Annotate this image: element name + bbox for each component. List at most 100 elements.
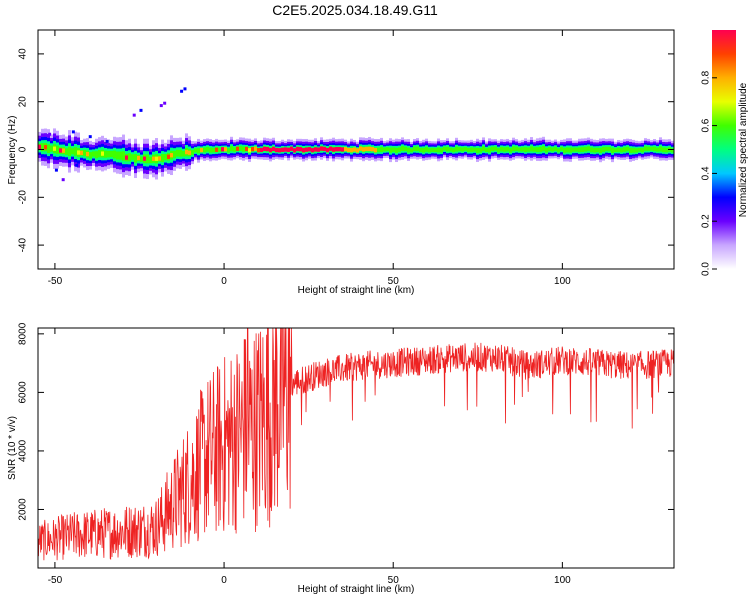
spectrogram-peak-cell (272, 146, 275, 152)
spectrogram-peak-cell (188, 150, 191, 155)
spectrogram-peak-cell (371, 147, 374, 152)
snr-y-ticks: 2000 4000 6000 8000 (18, 322, 674, 521)
spectrogram-cell (176, 149, 179, 157)
spectrogram-cell (197, 148, 200, 154)
spectrogram-cell (182, 150, 185, 157)
spectrogram-cell (83, 149, 86, 157)
spectrogram-cell (608, 146, 611, 152)
spectrogram-peak-cell (86, 151, 89, 157)
spectrogram-cell (623, 147, 626, 152)
spectrogram-cell (65, 148, 68, 155)
colorbar-gradient-bar (712, 30, 736, 269)
spectrogram-cell (470, 147, 473, 152)
spectrogram-cell (212, 147, 215, 153)
spectrogram-x-tick-label: -50 (48, 276, 63, 287)
spectrogram-cell (593, 147, 596, 153)
colorbar-tick-label: 0.6 (701, 118, 712, 132)
spectrogram-cell (611, 147, 614, 153)
spectrogram-y-tick-label: -20 (18, 190, 29, 205)
spectrogram-peak-cell (170, 153, 173, 158)
chart-title: C2E5.2025.034.18.49.G11 (272, 2, 438, 18)
spectrogram-cell (485, 148, 488, 152)
spectrogram-peak-cell (44, 145, 47, 150)
spectrogram-peak-cell (236, 146, 239, 151)
spectrogram-x-tick-label: 0 (221, 276, 227, 287)
snr-panel: -50 0 50 100 2000 4000 6000 8000 Height of str… (7, 322, 675, 595)
spectrogram-cell (482, 146, 485, 152)
spectrogram-cell (494, 146, 497, 151)
spectrogram-peak-cell (323, 146, 326, 152)
colorbar-tick-label: 0.2 (701, 214, 712, 228)
snr-x-axis-label: Height of straight line (km) (298, 584, 415, 595)
colorbar: 0.0 0.2 0.4 0.6 0.8 Normalized spectral ampl… (701, 30, 749, 276)
spectrogram-cell (419, 147, 422, 152)
spectrogram-cell (407, 147, 410, 153)
spectrogram-blip (159, 104, 163, 108)
spectrogram-cell (533, 147, 536, 152)
spectrogram-cell (218, 147, 221, 152)
spectrogram-cell (527, 147, 530, 152)
snr-x-tick-label: 0 (221, 575, 227, 586)
snr-x-tick-label: 50 (388, 575, 400, 586)
spectrogram-cell (596, 147, 599, 153)
spectrogram-cell (194, 148, 197, 153)
spectrogram-cell (431, 148, 434, 152)
spectrogram-blip (180, 89, 184, 93)
spectrogram-cell (638, 147, 641, 152)
spectrogram-blip (139, 108, 143, 112)
spectrogram-peak-cell (314, 147, 317, 152)
spectrogram-peak-cell (62, 148, 65, 153)
spectrogram-cell (233, 147, 236, 152)
spectrogram-cell (140, 156, 143, 162)
spectrogram-cell (653, 146, 656, 152)
colorbar-tick-label: 0.4 (701, 166, 712, 180)
spectrogram-peak-cell (347, 147, 350, 153)
spectrogram-cell (464, 147, 467, 151)
spectrogram-peak-cell (155, 156, 158, 161)
spectrogram-cell (95, 151, 98, 159)
spectrogram-cell (92, 151, 95, 157)
spectrogram-peak-cell (251, 147, 254, 152)
spectrogram-cell (476, 147, 479, 153)
spectrogram-blip (61, 178, 65, 182)
spectrogram-cell (437, 147, 440, 153)
spectrogram-cell (380, 146, 383, 153)
spectrogram-peak-cell (290, 146, 293, 151)
spectrogram-peak-cell (263, 146, 266, 151)
spectrogram-peak-cell (215, 147, 218, 152)
spectrogram-cell (473, 147, 476, 152)
spectrogram-cell (479, 148, 482, 153)
spectrogram-cell (659, 146, 662, 152)
spectrogram-peak-cell (185, 149, 188, 155)
spectrogram-peak-cell (302, 148, 305, 153)
snr-frame (37, 327, 675, 569)
spectrogram-peak-cell (305, 147, 308, 152)
spectrogram-peak-cell (329, 146, 332, 151)
spectrogram-cell (524, 147, 527, 153)
spectrogram-peak-cell (257, 148, 260, 153)
spectrogram-cell (386, 147, 389, 152)
spectrogram-cell (98, 150, 101, 158)
spectrogram-cell (536, 147, 539, 153)
spectrogram-cell (389, 147, 392, 153)
spectrogram-cell (497, 148, 500, 153)
spectrogram-cell (530, 146, 533, 152)
spectrogram-cell (542, 146, 545, 152)
spectrogram-peak-cell (299, 147, 302, 152)
snr-x-tick-label: -50 (48, 575, 63, 586)
spectrogram-peak-cell (158, 156, 161, 161)
spectrogram-peak-cell (335, 147, 338, 152)
spectrogram-peak-cell (332, 147, 335, 152)
spectrogram-cell (416, 146, 419, 152)
spectrogram-peak-cell (296, 146, 299, 152)
spectrogram-peak-cell (38, 144, 41, 149)
spectrogram-cell (656, 147, 659, 152)
spectrogram-cell (119, 151, 122, 160)
spectrogram-peak-cell (350, 147, 353, 153)
spectrogram-peak-cell (362, 147, 365, 152)
spectrogram-peak-cell (101, 151, 104, 156)
spectrogram-cell (41, 143, 44, 152)
spectrogram-cell (434, 148, 437, 153)
spectrogram-cell (455, 146, 458, 152)
spectrogram-cell (449, 147, 452, 152)
